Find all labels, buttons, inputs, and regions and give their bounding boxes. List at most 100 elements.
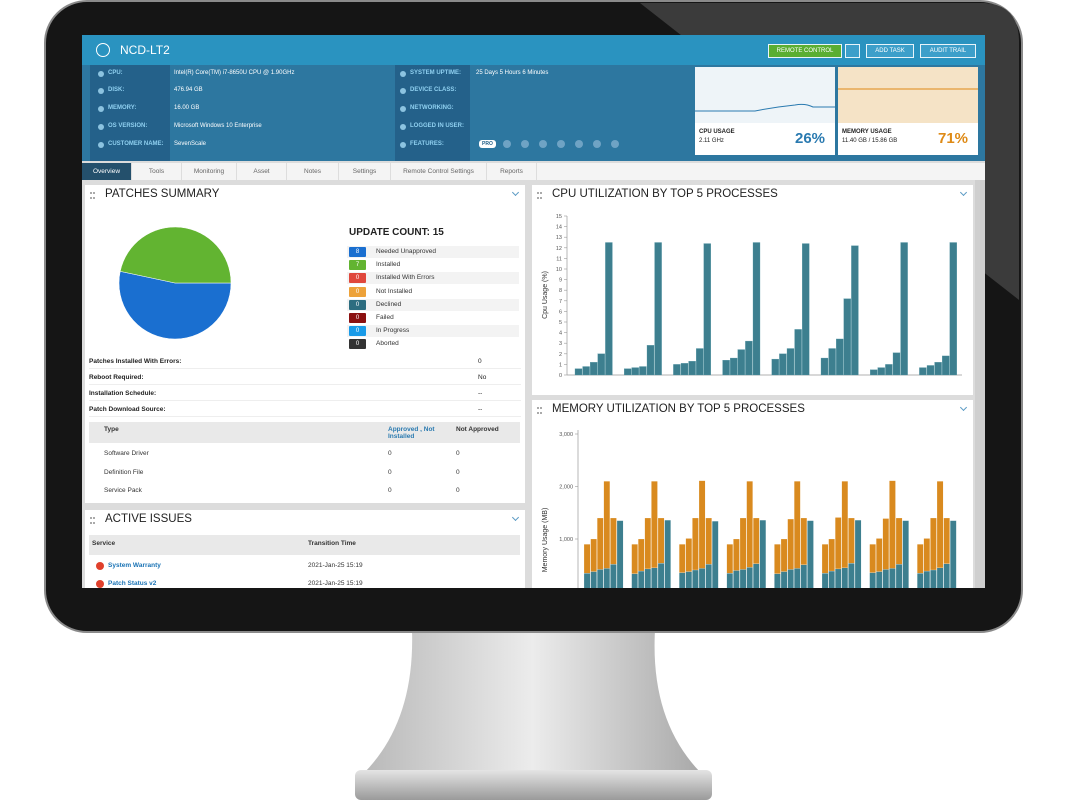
detail-value: No <box>478 374 487 381</box>
stand-neck <box>365 630 700 772</box>
tab[interactable]: Asset <box>237 163 287 180</box>
memory-bar-segment <box>610 564 617 588</box>
cpu-bar <box>885 364 893 376</box>
header-button[interactable]: AUDIT TRAIL <box>920 44 976 58</box>
memory-bar-segment <box>774 544 781 574</box>
panel: MEMORY UTILIZATION BY TOP 5 PROCESSES 1,0… <box>532 400 973 588</box>
cpu-bar <box>597 353 605 376</box>
cpu-bar <box>949 242 957 376</box>
info-label: CUSTOMER NAME: <box>108 141 164 147</box>
memory-bar-segment <box>651 567 658 588</box>
panel: CPU UTILIZATION BY TOP 5 PROCESSES 0 1 2 3 4 5… <box>532 185 973 395</box>
feature-icon <box>593 140 601 148</box>
cpu-bar <box>639 366 647 376</box>
memory-bar-segment <box>794 481 801 569</box>
info-value: Microsoft Windows 10 Enterprise <box>174 123 262 129</box>
memory-bar-segment <box>644 517 652 570</box>
cpu-bar <box>582 366 590 376</box>
table-cell: 0 <box>456 468 460 476</box>
status-row <box>347 338 519 351</box>
status-label: Aborted <box>376 340 399 348</box>
y-tick-label: 5 <box>559 320 562 326</box>
tab[interactable]: Notes <box>287 163 339 180</box>
y-tick-label: 14 <box>556 225 562 231</box>
memory-bar-segment <box>583 544 591 574</box>
dropdown-button[interactable] <box>845 44 860 58</box>
memory-bar-segment <box>739 517 747 570</box>
cpu-bar <box>934 362 942 376</box>
header-button[interactable]: ADD TASK <box>866 44 914 58</box>
header-button[interactable]: REMOTE CONTROL <box>768 44 842 58</box>
tab[interactable]: Settings <box>339 163 391 180</box>
collapse-chevron[interactable] <box>511 188 520 197</box>
table-header-cell: Not Approved <box>456 426 499 433</box>
info-label: CPU: <box>108 70 123 76</box>
y-tick-label: 0 <box>559 373 562 379</box>
feature-icon <box>521 140 529 148</box>
table-header-cell[interactable]: Approved , Not Installed <box>388 426 435 440</box>
memory-bar-segment <box>869 544 876 573</box>
table-cell: 0 <box>388 487 392 494</box>
status-row <box>347 259 519 272</box>
memory-bar-segment <box>657 517 665 564</box>
issue-service[interactable]: Patch Status v2 <box>108 580 157 587</box>
memory-bar-segment <box>895 564 903 588</box>
memory-bar-segment <box>746 481 753 568</box>
issues-header <box>89 535 520 555</box>
panel-title: CPU UTILIZATION BY TOP 5 PROCESSES <box>552 188 778 200</box>
info-label: OS VERSION: <box>108 123 148 129</box>
tab[interactable]: Monitoring <box>182 163 237 180</box>
memory-bar-segment <box>651 481 658 568</box>
status-label: Declined <box>376 300 402 308</box>
detail-label: Installation Schedule: <box>89 390 157 397</box>
info-label-band <box>395 65 470 161</box>
cpu-bar <box>631 367 639 376</box>
table-cell: 0 <box>388 468 392 476</box>
cpu-bar <box>737 349 745 376</box>
status-row <box>347 246 519 258</box>
cpu-bar <box>942 355 950 376</box>
y-tick-label: 3,000 <box>559 432 573 438</box>
collapse-chevron[interactable] <box>511 513 520 522</box>
y-tick-label: 15 <box>556 214 562 220</box>
status-label: Not Installed <box>376 287 413 295</box>
info-label: FEATURES: <box>410 141 444 147</box>
memory-bar-segment <box>828 538 835 572</box>
tab[interactable]: Tools <box>132 163 182 180</box>
info-icon <box>400 71 406 77</box>
y-tick-label: 4 <box>559 331 562 337</box>
cpu-bar <box>624 368 632 376</box>
memory-bar-segment <box>936 567 944 588</box>
table-cell: Definition File <box>104 468 144 476</box>
table-cell: 0 <box>456 487 460 494</box>
cpu-bar <box>605 242 613 376</box>
status-row <box>347 298 519 311</box>
tab[interactable]: Overview <box>82 163 132 180</box>
y-tick-label: 3 <box>559 341 562 347</box>
memory-bar-segment <box>644 568 652 588</box>
memory-bar-segment <box>774 573 781 588</box>
status-row <box>347 325 519 338</box>
status-label: Failed <box>376 314 394 321</box>
info-value: 476.94 GB <box>174 87 203 93</box>
status-count: 0 <box>349 286 366 297</box>
status-count: 0 <box>349 313 366 323</box>
cpu-bar <box>900 242 908 376</box>
tab[interactable]: Reports <box>487 163 537 180</box>
memory-bar-segment <box>759 519 767 588</box>
y-axis-label: Memory Usage (MB) <box>542 508 549 573</box>
info-value: 16.00 GB <box>174 105 200 111</box>
cpu-bar <box>574 368 583 376</box>
cpu-bar <box>926 365 935 376</box>
memory-bar-segment <box>917 573 924 588</box>
cpu-bar <box>752 242 761 376</box>
memory-bar-segment <box>733 570 740 588</box>
update-count: UPDATE COUNT: 15 <box>349 227 444 238</box>
tab[interactable]: Remote Control Settings <box>391 163 487 180</box>
info-value: Intel(R) Core(TM) i7-8650U CPU @ 1.90GHz <box>174 70 295 76</box>
cpu-bar <box>696 348 704 376</box>
info-label: DEVICE CLASS: <box>410 87 457 93</box>
memory-bar-segment <box>692 517 699 571</box>
issue-service[interactable]: System Warranty <box>108 562 161 569</box>
device-name: NCD-LT2 <box>120 43 170 57</box>
